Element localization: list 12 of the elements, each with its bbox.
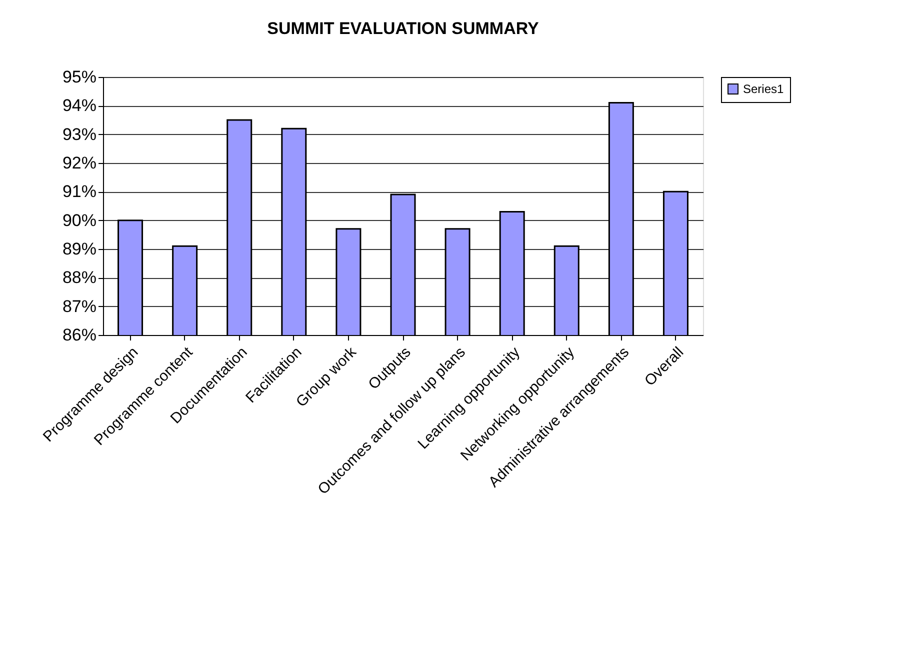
y-tick-label: 93% (62, 124, 96, 144)
chart-title: SUMMIT EVALUATION SUMMARY (267, 19, 540, 38)
y-tick-label: 91% (62, 182, 96, 202)
y-tick-label: 89% (62, 240, 96, 258)
y-tick-label: 88% (62, 268, 96, 288)
y-tick-label: 92% (62, 154, 96, 172)
y-tick-label: 95% (62, 68, 96, 86)
y-tick-label: 87% (62, 296, 96, 316)
y-tick-label: 86% (62, 326, 96, 344)
y-tick-label: 94% (62, 96, 96, 116)
y-tick-label: 90% (62, 210, 96, 230)
legend-label: Series1 (743, 82, 784, 96)
